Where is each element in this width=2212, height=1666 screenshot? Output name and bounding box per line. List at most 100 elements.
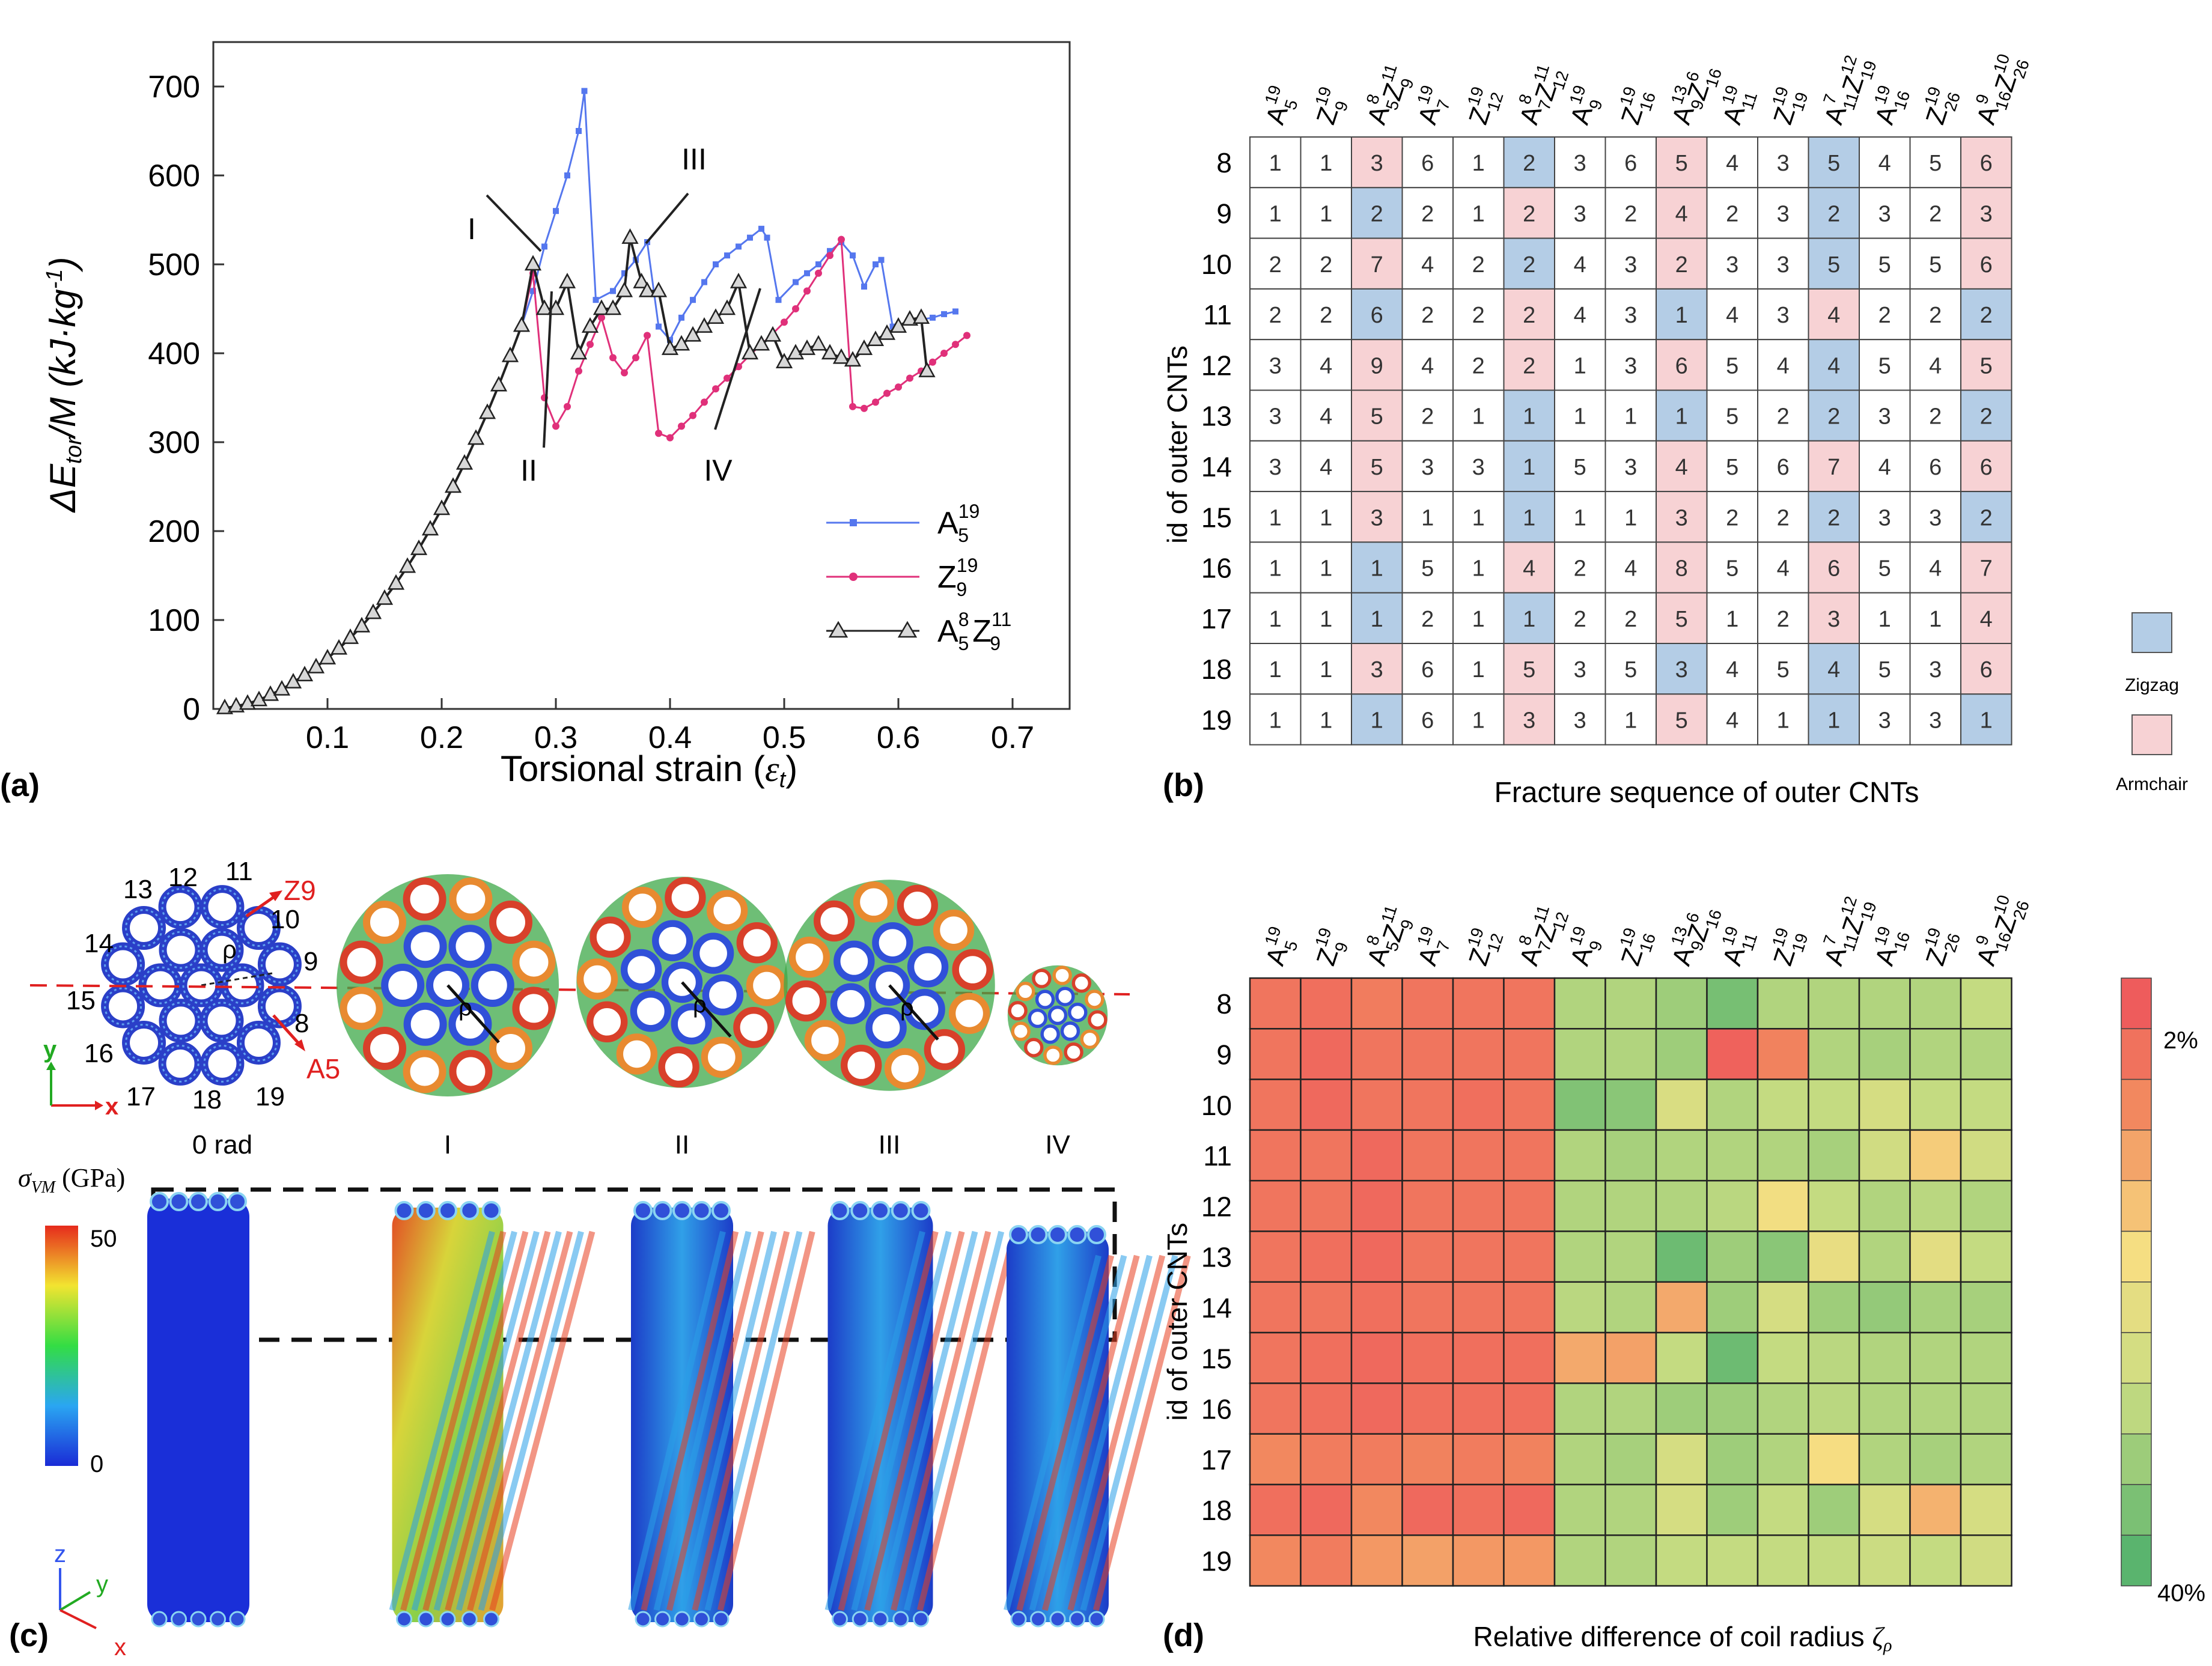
heatmap-cell xyxy=(1350,1483,1403,1536)
heatmap-cell xyxy=(1706,1382,1759,1435)
heatmap-cell xyxy=(1909,1230,1962,1283)
cell-value: 1 xyxy=(1624,404,1637,430)
cell-value: 1 xyxy=(1827,708,1840,733)
cnt-tube xyxy=(702,974,744,1016)
data-point xyxy=(633,272,650,288)
cell-value: 5 xyxy=(1523,657,1535,683)
data-point xyxy=(872,398,879,406)
cnt-tube xyxy=(813,900,855,942)
cell-value: 4 xyxy=(1624,556,1637,582)
heatmap-cell xyxy=(1808,1129,1860,1182)
row-label: 11 xyxy=(1203,1140,1232,1172)
cell-value: 3 xyxy=(1371,505,1383,531)
twist-stripe xyxy=(456,1230,562,1611)
table-cell: 1 xyxy=(1300,541,1352,594)
heatmap-cell xyxy=(1401,1534,1454,1587)
y-tick-label: 100 xyxy=(148,603,200,638)
scale-step xyxy=(2121,1382,2152,1435)
row-label: 16 xyxy=(1201,553,1232,584)
heatmap-cell xyxy=(1249,1230,1302,1283)
data-point xyxy=(250,690,268,707)
cell-value: 3 xyxy=(1421,455,1434,480)
twist-stripe xyxy=(422,1230,529,1611)
annotations xyxy=(486,192,761,448)
table-cell: 4 xyxy=(1554,288,1606,341)
cnt-tube xyxy=(1071,973,1092,993)
data-point xyxy=(661,339,679,355)
cnt-label-18: 18 xyxy=(192,1085,222,1114)
heatmap-cell xyxy=(1858,977,1911,1030)
table-cell: 1 xyxy=(1300,187,1352,239)
b-x-axis-label: Fracture sequence of outer CNTs xyxy=(1494,777,1919,809)
data-point xyxy=(878,257,885,263)
heatmap-cell xyxy=(1249,1129,1302,1182)
table-cell: 2 xyxy=(1503,136,1555,189)
table-cell: 3 xyxy=(1706,237,1758,290)
heatmap-cell xyxy=(1300,977,1353,1030)
x-tick-label: 0.3 xyxy=(534,720,577,755)
heatmap-cell xyxy=(1960,1433,2012,1486)
row-label: 14 xyxy=(1201,1292,1232,1324)
heatmap-cell xyxy=(1401,1078,1454,1131)
table-cell: 1 xyxy=(1401,491,1454,543)
heatmap-cell xyxy=(1350,1129,1403,1182)
heatmap-cell xyxy=(1452,1382,1505,1435)
cnt-tube xyxy=(1055,987,1075,1006)
heatmap-cell xyxy=(1553,1281,1606,1334)
cell-value: 1 xyxy=(1472,151,1485,176)
cell-value: 5 xyxy=(1574,455,1586,480)
table-cell: 5 xyxy=(1401,541,1454,594)
heatmap-cell xyxy=(1909,1179,1962,1232)
cell-value: 1 xyxy=(1269,556,1282,582)
heatmap-cell xyxy=(1553,1331,1606,1384)
heatmap-cell xyxy=(1604,1028,1657,1080)
heatmap-cell xyxy=(1503,1230,1556,1283)
cnt-tube-edge xyxy=(223,966,261,1005)
cell-value: 1 xyxy=(1371,607,1383,632)
column-header-2: A85Z119 xyxy=(1357,59,1421,132)
x-tick-label: 0.2 xyxy=(420,720,463,755)
z3d-label: z xyxy=(54,1541,66,1567)
table-cell: 3 xyxy=(1909,491,1961,543)
table-cell: 4 xyxy=(1706,288,1758,341)
cell-value: 9 xyxy=(1371,353,1383,378)
table-cell: 1 xyxy=(1452,491,1505,543)
cell-value: 3 xyxy=(1929,657,1942,683)
cell-value: 4 xyxy=(1929,556,1942,582)
data-point xyxy=(615,281,633,297)
scale-step xyxy=(2121,1078,2152,1131)
cnt-label-17: 17 xyxy=(126,1082,156,1111)
heatmap-cell xyxy=(1249,977,1302,1030)
cell-value: 3 xyxy=(1371,657,1383,683)
twist-stripe xyxy=(864,1230,965,1611)
data-point xyxy=(803,287,811,295)
cnt-tube-edge xyxy=(239,909,278,947)
cell-value: 3 xyxy=(1624,455,1637,480)
column-header-0: A195 xyxy=(1256,83,1305,130)
data-point xyxy=(678,422,685,430)
cell-value: 2 xyxy=(1726,505,1738,531)
rho-arrow xyxy=(681,981,732,1038)
data-point xyxy=(730,272,748,288)
tube-end xyxy=(692,1201,711,1220)
heatmap-cell xyxy=(1960,1382,2012,1435)
cell-value: 2 xyxy=(1929,303,1942,328)
cell-value: 2 xyxy=(1574,556,1586,582)
cell-value: 1 xyxy=(1269,151,1282,176)
data-point xyxy=(530,288,536,294)
tube-end xyxy=(1087,1225,1106,1244)
table-cell: 2 xyxy=(1401,389,1454,442)
row-label: 14 xyxy=(1201,451,1232,482)
data-point xyxy=(940,350,948,357)
cnt-tube xyxy=(471,964,514,1007)
heatmap-cell xyxy=(1858,1028,1911,1080)
cross-section-0rad xyxy=(101,885,302,1086)
table-cell: 1 xyxy=(1452,693,1505,746)
cell-value: 4 xyxy=(1574,303,1586,328)
data-point xyxy=(781,318,788,326)
heatmap-cell xyxy=(1858,1433,1911,1486)
cell-value: 6 xyxy=(1980,657,1993,683)
data-point xyxy=(804,270,810,276)
tube-end xyxy=(1049,1611,1066,1628)
twist-stripe xyxy=(692,1230,790,1611)
